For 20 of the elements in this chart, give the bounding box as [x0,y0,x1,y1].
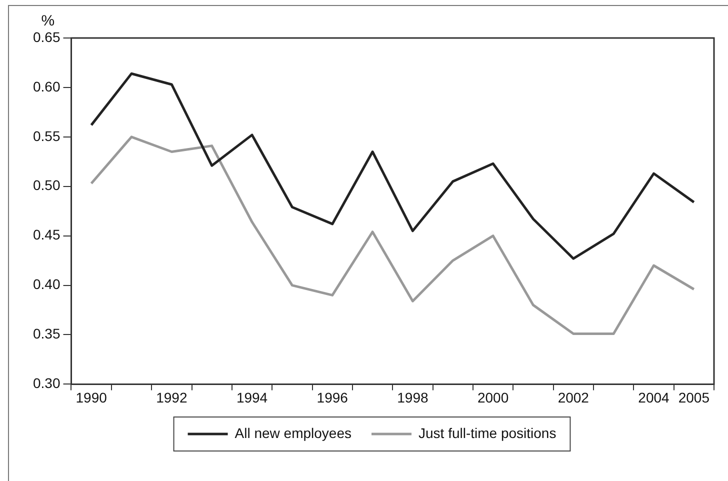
x-tick-label: 1998 [397,389,428,406]
x-tick-label: 1992 [156,389,188,406]
y-tick-label: 0.40 [33,276,60,292]
y-tick-label: 0.60 [33,78,60,94]
legend-label: Just full-time positions [418,424,556,441]
legend-label: All new employees [234,424,352,441]
x-tick-label: 2004 [638,389,670,406]
y-tick-label: 0.55 [33,128,60,144]
x-tick-label: 2002 [558,389,590,406]
y-tick-label: 0.65 [33,28,60,45]
y-tick-label: 0.30 [33,375,60,392]
y-tick-label: 0.50 [33,177,60,194]
y-tick-label: 0.35 [33,326,60,342]
x-tick-label: 2000 [477,389,509,406]
x-tick-label: 1996 [316,389,348,406]
y-axis-title: % [41,12,55,30]
x-tick-label: 2005 [678,389,710,406]
x-tick-label: 1994 [236,389,268,406]
x-tick-label: 1990 [76,389,108,406]
y-tick-label: 0.45 [33,226,60,243]
